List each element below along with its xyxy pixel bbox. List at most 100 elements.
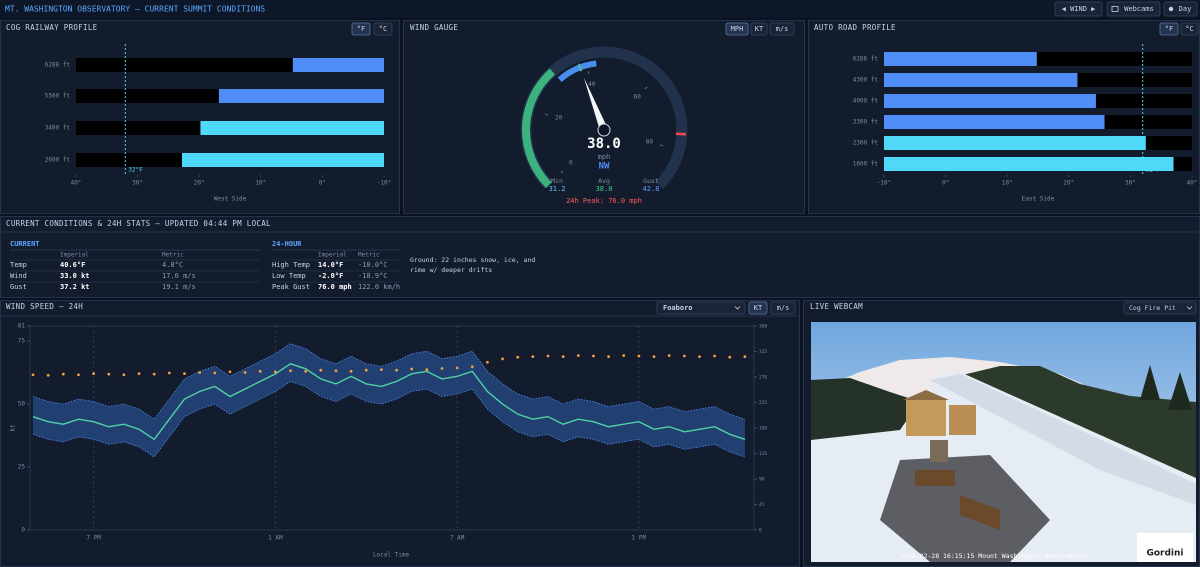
bar [884, 73, 1078, 87]
wind-button[interactable] [1054, 1, 1103, 17]
direction-dot [183, 372, 186, 375]
cog-panel [0, 20, 400, 214]
table-cell: -10.0°C [358, 261, 388, 269]
direction-dot [122, 373, 126, 377]
direction-dot [546, 354, 550, 358]
unit-toggle[interactable] [750, 22, 768, 36]
direction-dot [501, 357, 504, 361]
gauge-stat-value: 31.2 [549, 185, 566, 193]
x-tick-label: 20° [194, 180, 205, 187]
unit-toggle[interactable] [725, 22, 749, 36]
day-button-label[interactable]: Day [1179, 5, 1192, 13]
unit-label[interactable]: °C [1185, 25, 1193, 33]
unit-toggle[interactable] [770, 301, 796, 315]
bar [884, 94, 1096, 108]
unit-label[interactable]: °F [1165, 25, 1173, 33]
shed-roof [903, 390, 949, 400]
gauge-unit: mph [598, 153, 611, 161]
shed [949, 405, 976, 435]
direction-dot [607, 355, 610, 358]
x-tick-label: 40° [1187, 180, 1198, 187]
direction-dot [319, 368, 323, 372]
logo: Gordini [1146, 549, 1183, 559]
band-low-line [32, 380, 746, 458]
page-title: MT. WASHINGTON OBSERVATORY — CURRENT SUM… [5, 5, 265, 14]
unit-toggle[interactable] [373, 22, 393, 36]
camera-label[interactable]: Cog Fire Pit [1129, 304, 1176, 312]
column-header: Imperial [60, 252, 89, 259]
table-cell: 76.0 mph [318, 283, 352, 291]
table-cell: 33.0 kt [60, 272, 90, 280]
direction-dot [531, 355, 535, 358]
direction-dot [682, 354, 686, 358]
unit-label[interactable]: MPH [731, 25, 744, 33]
direction-dot [713, 354, 717, 358]
tree [1140, 365, 1160, 400]
gauge-tick-label: 0 [569, 160, 573, 167]
y-tick-label: 0 [21, 527, 25, 534]
day-button[interactable] [1163, 1, 1198, 17]
bar-track [76, 121, 201, 135]
unit-label[interactable]: KT [755, 25, 764, 33]
unit-toggle[interactable] [1159, 22, 1179, 36]
y2-tick-label: 315 [759, 349, 767, 355]
bar [292, 58, 384, 72]
column-header: Metric [162, 252, 184, 259]
unit-toggle[interactable] [748, 301, 768, 315]
camera-select[interactable] [1123, 301, 1197, 315]
gauge-tick [560, 170, 564, 174]
day-icon [1168, 6, 1174, 12]
panel-title: COG RAILWAY PROFILE [6, 23, 98, 32]
gauge-stat-label: Gust [643, 177, 659, 185]
x-tick-label: 0° [319, 180, 326, 187]
gauge-min-arc [522, 68, 556, 188]
direction-dot [455, 366, 459, 370]
unit-toggle[interactable] [1180, 22, 1199, 36]
webcams-button[interactable] [1106, 1, 1161, 17]
axis-label: East Side [1022, 196, 1055, 203]
direction-dot [743, 355, 747, 358]
category-label: 1600 ft [853, 161, 879, 168]
category-label: 6288 ft [853, 56, 879, 63]
unit-label[interactable]: m/s [777, 304, 790, 312]
direction-dot [561, 355, 565, 358]
direction-dot [213, 371, 217, 375]
y-tick-label: 75 [18, 338, 26, 345]
unit-toggle[interactable] [351, 22, 371, 36]
gauge-tick-label: 20 [555, 114, 563, 121]
station-select[interactable] [656, 301, 746, 315]
wind-button-label[interactable]: ◀ WIND ▶ [1062, 5, 1097, 13]
panel-title: AUTO ROAD PROFILE [814, 23, 896, 32]
direction-dot [289, 369, 292, 373]
direction-dot [637, 354, 641, 358]
table-cell: 14.0°F [318, 261, 343, 269]
freezing-label: 32°F [1146, 167, 1161, 174]
direction-dot [273, 370, 277, 374]
x-tick-label: 20° [1063, 180, 1074, 187]
gust-band [33, 343, 745, 457]
x-tick-label: 30° [1125, 180, 1136, 187]
unit-toggle[interactable] [769, 22, 795, 36]
x-tick-label: 7 AM [450, 535, 465, 542]
shed [906, 398, 946, 436]
freezing-label: 32°F [128, 167, 143, 174]
unit-label[interactable]: KT [754, 304, 763, 312]
table-cell: -2.0°F [318, 272, 343, 280]
webcams-button-label[interactable]: Webcams [1124, 5, 1154, 13]
station-label[interactable]: Foaboro [663, 304, 693, 312]
gauge-range-arc [557, 60, 597, 83]
table [915, 470, 955, 486]
direction-dot [167, 371, 171, 375]
panel-title: WIND SPEED — 24H [6, 302, 83, 311]
category-label: 2600 ft [45, 157, 71, 164]
unit-label[interactable]: m/s [776, 25, 789, 33]
bar-track [1145, 136, 1192, 150]
unit-label[interactable]: °C [379, 25, 387, 33]
category-label: 4300 ft [853, 77, 879, 84]
unit-label[interactable]: °F [357, 25, 365, 33]
direction-dot [728, 355, 732, 359]
table-cell: Wind [10, 272, 27, 280]
direction-dot [349, 369, 353, 373]
y-tick-label: 81 [18, 323, 26, 330]
